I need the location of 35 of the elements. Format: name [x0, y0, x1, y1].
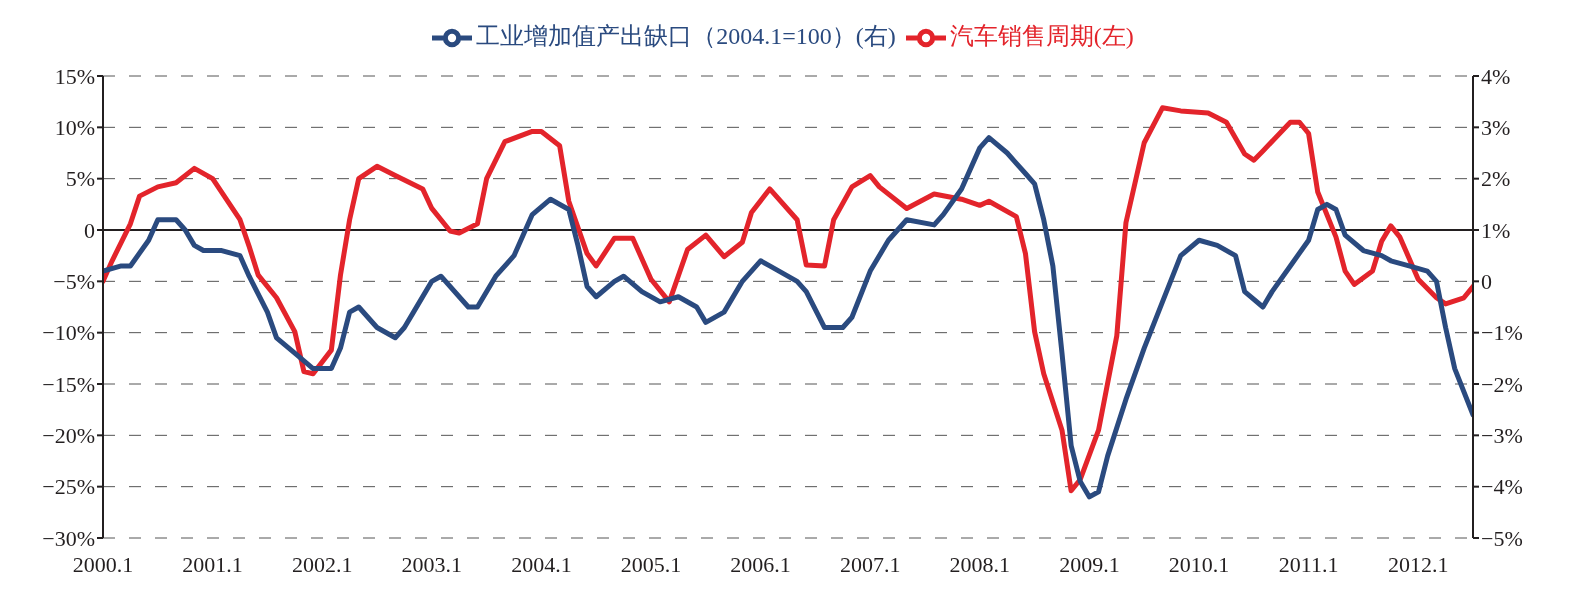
y2-tick-label: 3%	[1481, 115, 1511, 141]
x-tick-label: 2007.1	[839, 551, 901, 577]
y-tick-label: −20%	[42, 423, 95, 449]
y2-tick-label: 1%	[1481, 217, 1511, 243]
x-tick-label: 2006.1	[730, 551, 791, 577]
y2-tick-label: −4%	[1481, 474, 1523, 500]
y2-tick-label: 2%	[1481, 166, 1511, 192]
y-tick-label: −5%	[53, 269, 95, 295]
x-tick-label: 2009.1	[1059, 551, 1120, 577]
x-tick-label: 2010.1	[1168, 551, 1230, 577]
y2-tick-label: 4%	[1481, 63, 1511, 89]
y2-tick-label: −3%	[1481, 423, 1523, 449]
y2-tick-label: −2%	[1481, 371, 1523, 397]
legend-label: 工业增加值产出缺口（2004.1=100）(右)	[476, 22, 896, 49]
y-tick-label: −30%	[42, 525, 95, 551]
y-tick-label: 10%	[54, 115, 95, 141]
y2-tick-label: 0	[1481, 269, 1492, 295]
x-tick-label: 2001.1	[182, 551, 243, 577]
legend-label: 汽车销售周期(左)	[949, 22, 1134, 49]
y2-tick-label: −5%	[1481, 525, 1523, 551]
y-tick-label: −10%	[42, 320, 95, 346]
x-tick-label: 2011.1	[1278, 551, 1339, 577]
x-tick-label: 2002.1	[291, 551, 353, 577]
y-tick-label: 5%	[65, 166, 95, 192]
x-tick-label: 2000.1	[72, 551, 134, 577]
x-tick-label: 2008.1	[949, 551, 1011, 577]
y2-tick-label: −1%	[1481, 320, 1523, 346]
x-tick-label: 2012.1	[1387, 551, 1449, 577]
x-tick-label: 2004.1	[511, 551, 572, 577]
x-tick-label: 2005.1	[620, 551, 682, 577]
x-tick-label: 2003.1	[401, 551, 463, 577]
y-tick-label: 15%	[54, 63, 95, 89]
y-tick-label: −25%	[42, 474, 95, 500]
y-tick-label: 0	[84, 217, 95, 243]
y-tick-label: −15%	[42, 371, 95, 397]
